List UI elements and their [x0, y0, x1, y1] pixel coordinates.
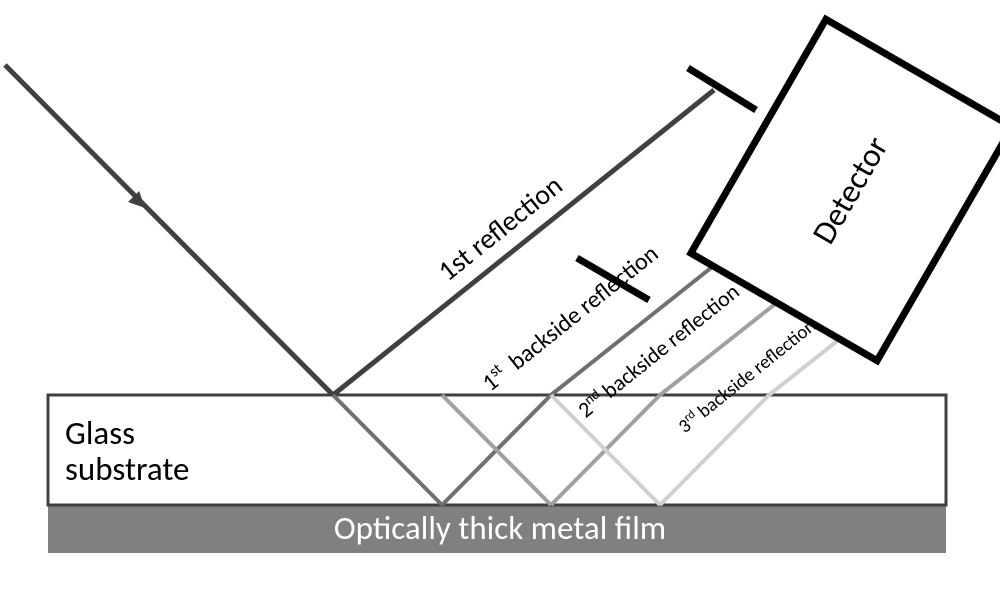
metal-film-label: Optically thick metal film — [0, 508, 1000, 548]
optics-diagram — [0, 0, 1000, 590]
glass-substrate-label: Glasssubstrate — [65, 415, 189, 488]
